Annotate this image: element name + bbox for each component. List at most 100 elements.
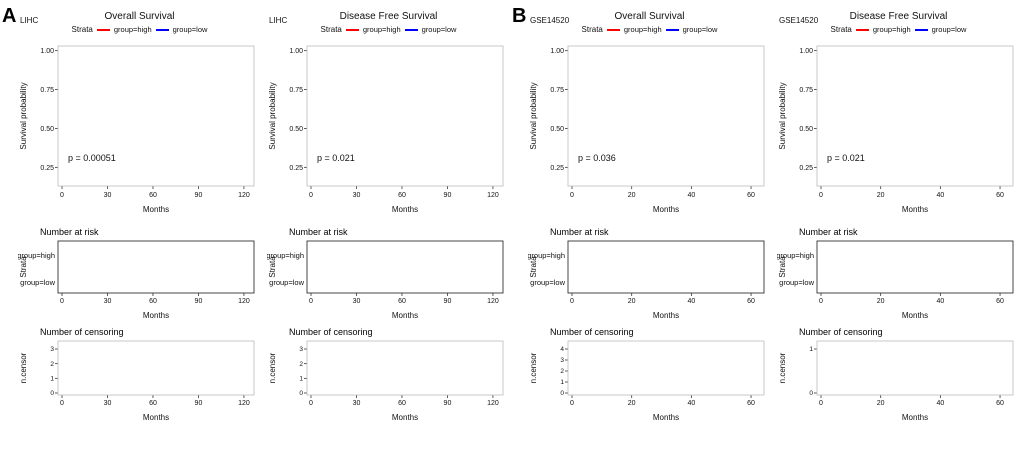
censor-plot: 60 40 20 0 4 3 2 1 0 Number of censoring n.censo… — [529, 327, 765, 422]
x-tick-label: 0 — [819, 400, 823, 407]
plot-area — [567, 45, 765, 187]
legend-line-low-icon — [155, 28, 169, 31]
risk-row-label-low: group=low — [779, 278, 814, 287]
x-tick-label: 20 — [628, 298, 636, 305]
y-tick-label: 0.25 — [40, 165, 54, 172]
section-a-label: A — [2, 5, 17, 27]
x-tick-label: 90 — [195, 298, 203, 305]
y-tick-label: 1.00 — [799, 48, 813, 55]
x-tick-label: 60 — [398, 400, 406, 407]
x-tick-label: 0 — [60, 298, 64, 305]
x-axis-label: Months — [143, 205, 169, 214]
x-tick-label: 120 — [487, 192, 499, 199]
panel-lihc-dfs: LIHC Disease Free Survival Strata group=… — [267, 4, 510, 450]
censor-plot-layer: 60 40 20 0 4 3 2 1 0 — [560, 340, 765, 407]
x-tick-label: 30 — [104, 400, 112, 407]
y-tick-label: 0.25 — [289, 165, 303, 172]
x-tick-label: 90 — [444, 400, 452, 407]
risk-row-label-low: group=low — [20, 278, 55, 287]
censor-plot: 120 90 60 30 0 3 2 1 0 Number of censoring n.cen… — [19, 327, 255, 422]
censor-plot-title: Number of censoring — [289, 327, 373, 337]
legend-line-low-icon — [404, 28, 418, 31]
survival-plot: 120 90 60 30 0 0.25 0.50 0.75 1.00 Survival prob… — [19, 45, 255, 214]
plot-area — [57, 340, 255, 396]
y-axis-label: Survival probability — [268, 82, 277, 149]
y-tick-label: 2 — [299, 361, 303, 368]
strata-legend: Strata group=high group=low — [18, 25, 261, 34]
legend-label-high: group=high — [362, 25, 401, 34]
y-tick-label: 0.75 — [550, 87, 564, 94]
x-tick-label: 60 — [996, 298, 1004, 305]
censor-plot-layer: 120 90 60 30 0 3 2 1 0 — [299, 340, 504, 407]
strata-axis-label: Strata — [268, 256, 277, 278]
x-tick-label: 90 — [195, 400, 203, 407]
strata-axis-label: Strata — [778, 256, 787, 278]
x-tick-label: 40 — [936, 192, 944, 199]
censor-plot-title: Number of censoring — [799, 327, 883, 337]
p-value-label: p = 0.021 — [317, 153, 355, 163]
plot-title: Disease Free Survival — [849, 11, 948, 22]
risk-table-title: Number at risk — [799, 227, 858, 237]
y-axis-label: Survival probability — [529, 82, 538, 149]
x-tick-label: 40 — [687, 400, 695, 407]
x-tick-label: 0 — [570, 298, 574, 305]
y-tick-label: 0.50 — [799, 126, 813, 133]
x-tick-label: 40 — [936, 400, 944, 407]
x-tick-label: 0 — [309, 192, 313, 199]
risk-table-title: Number at risk — [40, 227, 99, 237]
risk-table: 120906030002123015912831148 Number at ri… — [267, 227, 504, 320]
survival-plot-layer: 120 90 60 30 0 0.25 0.50 0.75 1.00 — [40, 45, 255, 199]
survival-plot-layer: 60 40 20 0 0.25 0.50 0.75 1.00 — [550, 45, 765, 199]
x-tick-label: 0 — [60, 400, 64, 407]
x-tick-label: 30 — [104, 192, 112, 199]
strata-legend: Strata group=high group=low — [267, 25, 510, 34]
strata-legend: Strata group=high group=low — [528, 25, 771, 34]
ncensor-axis-label: n.censor — [529, 352, 538, 383]
survival-plot: 60 40 20 0 0.25 0.50 0.75 1.00 Survival probabi… — [778, 45, 1014, 214]
y-tick-label: 0.50 — [289, 126, 303, 133]
censor-plot: 120 90 60 30 0 3 2 1 0 Number of censoring n.cen… — [268, 327, 504, 422]
p-value-label: p = 0.00051 — [68, 153, 116, 163]
risk-row-label-high: group=high — [777, 251, 814, 260]
x-tick-label: 120 — [487, 400, 499, 407]
x-axis-label: Months — [902, 205, 928, 214]
y-tick-label: 3 — [299, 346, 303, 353]
panel-lihc-os: LIHC Overall Survival Strata group=high … — [18, 4, 261, 450]
x-tick-label: 60 — [747, 192, 755, 199]
y-tick-label: 1 — [299, 376, 303, 383]
x-tick-label: 20 — [877, 298, 885, 305]
plot-area — [816, 340, 1014, 396]
section-b-panels: GSE14520 Overall Survival Strata group=h… — [528, 4, 1020, 450]
legend-title: Strata — [71, 25, 93, 34]
x-axis-label: Months — [143, 413, 169, 422]
ncensor-axis-label: n.censor — [778, 352, 787, 383]
legend-line-high-icon — [345, 28, 359, 31]
risk-table-box — [306, 240, 504, 294]
x-tick-label: 60 — [747, 298, 755, 305]
plot-area — [567, 340, 765, 396]
x-tick-label: 120 — [238, 192, 250, 199]
risk-table-layer: 1209060300042355179151951175 — [57, 240, 255, 305]
y-axis-label: Survival probability — [778, 82, 787, 149]
censor-plot-layer: 120 90 60 30 0 3 2 1 0 — [50, 340, 255, 407]
x-tick-label: 60 — [398, 298, 406, 305]
y-tick-label: 1 — [50, 376, 54, 383]
x-tick-label: 20 — [628, 192, 636, 199]
x-tick-label: 60 — [996, 192, 1004, 199]
risk-row-label-high: group=high — [18, 251, 55, 260]
panel-header: GSE14520 Disease Free Survival Strata gr… — [777, 4, 1020, 40]
dataset-label: LIHC — [269, 16, 288, 25]
x-axis-label: Months — [902, 413, 928, 422]
legend-line-high-icon — [855, 28, 869, 31]
panel-header: LIHC Overall Survival Strata group=high … — [18, 4, 261, 40]
panel-header: LIHC Disease Free Survival Strata group=… — [267, 4, 510, 40]
legend-title: Strata — [830, 25, 852, 34]
x-tick-label: 0 — [819, 192, 823, 199]
x-tick-label: 0 — [570, 192, 574, 199]
x-tick-label: 20 — [628, 400, 636, 407]
x-tick-label: 60 — [149, 400, 157, 407]
legend-label-low: group=low — [931, 25, 967, 34]
risk-row-label-low: group=low — [530, 278, 565, 287]
risk-table-layer: 120906030002123015912831148 — [306, 240, 504, 305]
